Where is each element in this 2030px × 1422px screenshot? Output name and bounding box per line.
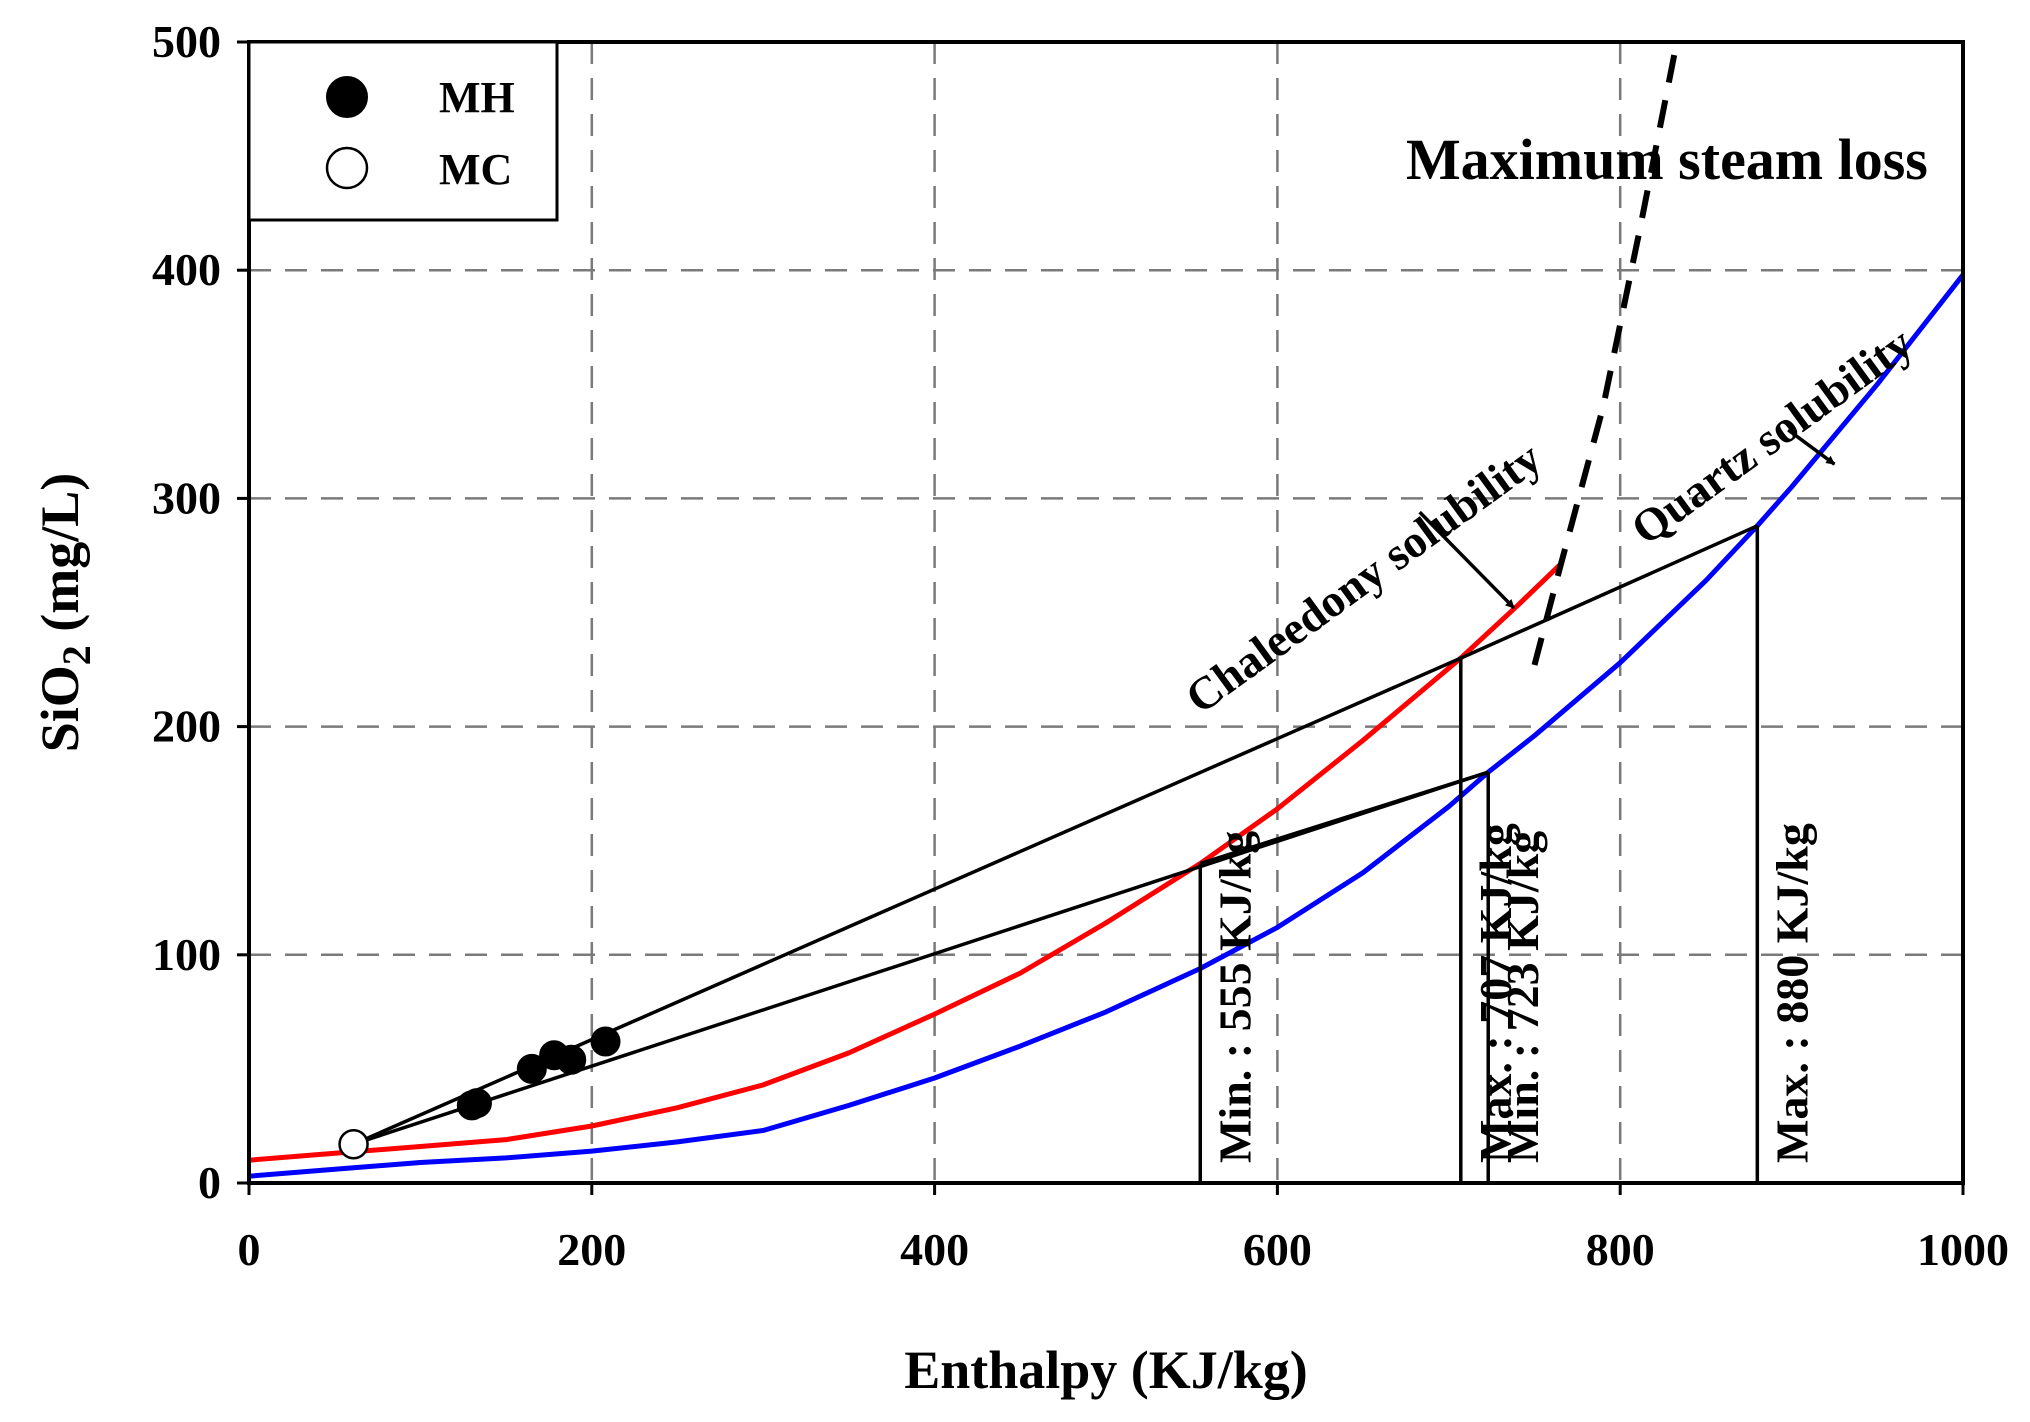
mh-point [516, 1053, 547, 1084]
y-tick-label: 0 [198, 1157, 221, 1208]
mh-point [461, 1088, 492, 1119]
y-tick-label: 400 [152, 244, 221, 295]
legend-box [247, 40, 559, 222]
legend: MH MC [247, 40, 559, 222]
vertical-marker-label: Max. : 707 KJ/kg [1470, 823, 1521, 1163]
mc-point [338, 1128, 369, 1160]
curve-label: Quartz solubility [1622, 317, 1922, 554]
chalcedony-solubility [248, 562, 1562, 1163]
data-points [338, 1026, 621, 1160]
plot-frame [247, 40, 1965, 1185]
x-tick-label: 400 [900, 1224, 969, 1275]
axis-ticks: 0 200 400 600 800 1000 0 100 200 300 400 500 [152, 16, 2009, 1275]
mh-point [590, 1026, 621, 1057]
legend-mh-marker [326, 76, 368, 118]
y-tick-label: 300 [152, 472, 221, 523]
y-axis-label-main: SiO [30, 665, 90, 752]
mixing-line-to-quartz [353, 770, 1489, 1146]
x-tick-label: 1000 [1917, 1224, 2009, 1275]
y-tick-label: 500 [152, 16, 221, 67]
x-tick-label: 0 [238, 1224, 261, 1275]
curve-label: Chaleedony solubility [1176, 432, 1550, 723]
annotation-arrow [1787, 428, 1836, 466]
x-axis-label: Enthalpy (KJ/kg) [904, 1340, 1308, 1400]
y-tick-label: 200 [152, 701, 221, 752]
mh-point [556, 1044, 587, 1075]
y-axis-label-rest: (mg/L) [30, 473, 90, 645]
vertical-marker-label: Min. : 555 KJ/kg [1209, 831, 1260, 1163]
annotation-arrow [1418, 510, 1516, 610]
x-tick-label: 800 [1586, 1224, 1655, 1275]
annotation-title: Maximum steam loss [1406, 127, 1928, 192]
legend-mc-label: MC [439, 145, 512, 194]
vertical-marker-label: Max. : 880 KJ/kg [1766, 823, 1817, 1163]
x-tick-label: 600 [1243, 1224, 1312, 1275]
steam-loss-line-to-chalcedony [1199, 770, 1489, 866]
steam-loss-line-to-quartz [1460, 524, 1759, 660]
maximum-steam-loss [1531, 50, 1678, 666]
legend-mh-label: MH [439, 73, 515, 122]
grid [249, 42, 1963, 1183]
legend-mc-marker [325, 146, 369, 190]
y-axis-label-subscript: 2 [54, 645, 99, 665]
y-axis-label: SiO2 (mg/L) [30, 473, 99, 753]
x-tick-label: 200 [557, 1224, 626, 1275]
y-tick-label: 100 [152, 929, 221, 980]
vertical-marker-label: Min. : 723 KJ/kg [1497, 831, 1548, 1163]
annotations: Maximum steam loss Chaleedony solubility Q… [1176, 127, 1928, 723]
